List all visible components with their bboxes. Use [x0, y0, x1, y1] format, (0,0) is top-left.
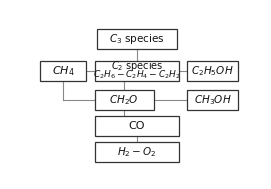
FancyBboxPatch shape: [187, 60, 238, 81]
FancyBboxPatch shape: [187, 90, 238, 110]
FancyBboxPatch shape: [40, 60, 86, 81]
FancyBboxPatch shape: [97, 29, 177, 49]
FancyBboxPatch shape: [95, 90, 154, 110]
FancyBboxPatch shape: [95, 60, 179, 81]
FancyBboxPatch shape: [95, 116, 179, 136]
FancyBboxPatch shape: [95, 142, 179, 162]
Text: $CH_3OH$: $CH_3OH$: [193, 93, 231, 107]
Text: $H_2 - O_2$: $H_2 - O_2$: [117, 145, 157, 159]
Text: $C_2$ species: $C_2$ species: [111, 59, 163, 73]
Text: $C_3$ species: $C_3$ species: [109, 32, 165, 46]
Text: $CH_4$: $CH_4$: [52, 64, 75, 78]
Text: $CH_2O$: $CH_2O$: [109, 93, 139, 107]
Text: $C_2H_6 - C_2H_4 - C_2H_2$: $C_2H_6 - C_2H_4 - C_2H_2$: [93, 68, 181, 81]
Text: $C_2H_5OH$: $C_2H_5OH$: [191, 64, 234, 78]
Text: CO: CO: [128, 121, 145, 131]
